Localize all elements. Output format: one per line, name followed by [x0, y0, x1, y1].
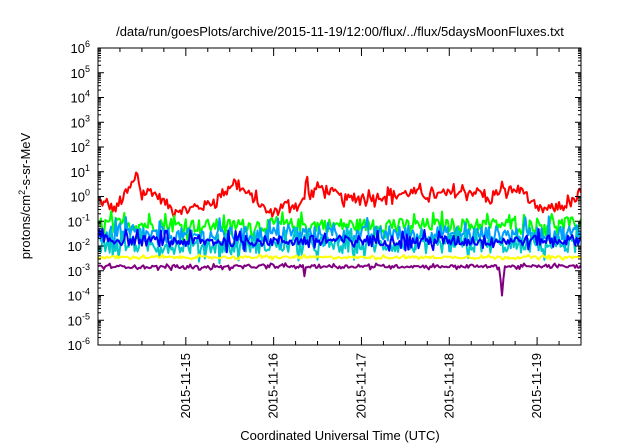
y-tick-label: 104: [71, 89, 90, 106]
chart-title: /data/run/goesPlots/archive/2015-11-19/1…: [116, 24, 564, 39]
series-line-3: [98, 226, 581, 265]
y-tick-label: 10-4: [68, 287, 90, 304]
y-tick-label: 10-5: [68, 311, 90, 328]
y-tick-label: 106: [71, 39, 90, 56]
series-line-4: [98, 227, 581, 254]
y-tick-label: 101: [71, 163, 90, 180]
x-tick-label: 2015-11-15: [178, 353, 193, 419]
y-tick-label: 105: [71, 64, 90, 81]
series-line-6: [98, 262, 581, 297]
y-tick-label: 102: [71, 138, 90, 155]
series-line-1: [98, 210, 581, 241]
x-axis: 2015-11-15 2015-11-16 2015-11-17 2015-11-18…: [97, 48, 582, 419]
y-tick-label: 10-6: [68, 336, 90, 353]
y-tick-label: 100: [71, 188, 90, 205]
series-line-0: [98, 171, 581, 219]
x-tick-label: 2015-11-18: [441, 353, 456, 419]
x-tick-label: 2015-11-19: [529, 353, 544, 419]
y-axis: 10-6 10-5 10-4 10-3 10-2 10-1 100 101 102 103 104 1…: [68, 39, 581, 353]
y-tick-label: 10-3: [68, 262, 90, 279]
y-tick-label: 103: [71, 113, 90, 130]
plot-frame: [97, 47, 582, 346]
x-tick-label: 2015-11-16: [266, 353, 281, 419]
y-tick-label: 10-2: [68, 237, 90, 254]
y-axis-label: protons/cm2-s-sr-MeV: [17, 132, 33, 259]
y-tick-label: 10-1: [68, 212, 90, 229]
series-layer: [98, 171, 581, 297]
series-line-5: [98, 253, 581, 261]
x-tick-label: 2015-11-17: [353, 353, 368, 419]
x-axis-label: Coordinated Universal Time (UTC): [240, 428, 439, 443]
